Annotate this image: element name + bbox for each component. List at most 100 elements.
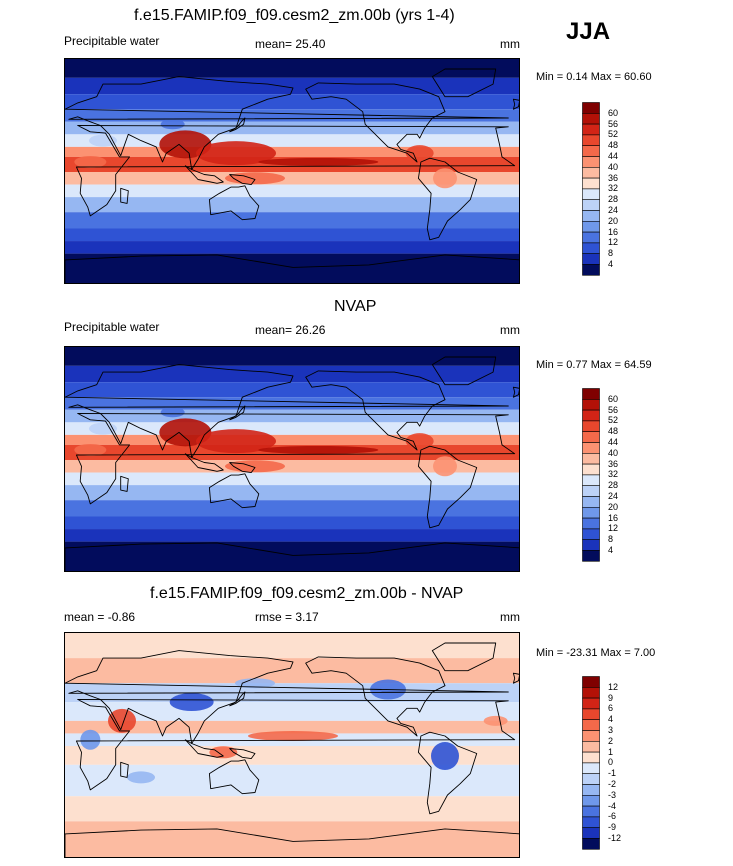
field-patch (433, 168, 457, 189)
colorbar-box (582, 102, 600, 114)
field-band (65, 59, 519, 78)
panel2-left-label: Precipitable water (64, 320, 160, 334)
colorbar-box (582, 242, 600, 254)
colorbar-tick-label: 48 (608, 426, 619, 437)
panel1-colorbar (582, 102, 600, 276)
field-patch (483, 715, 508, 726)
field-patch (80, 729, 101, 750)
panel3-rmse: rmse = 3.17 (255, 610, 319, 624)
colorbar-box (582, 442, 600, 454)
panel1-units: mm (500, 37, 520, 51)
colorbar-box (582, 145, 600, 157)
panel3-mean: mean = -0.86 (64, 610, 136, 624)
coastline (120, 761, 129, 778)
coastline (229, 462, 256, 474)
colorbar-box (582, 253, 600, 265)
colorbar-box (582, 474, 600, 487)
field-patch (196, 429, 276, 454)
field-patch (196, 141, 276, 166)
coastline (417, 731, 478, 815)
panel2-map (64, 346, 520, 572)
colorbar-tick-label: 28 (608, 480, 619, 491)
colorbar-box (582, 719, 600, 731)
colorbar-tick-label: 1 (608, 746, 614, 757)
coastline (229, 174, 256, 186)
coastline (65, 828, 519, 857)
colorbar-tick-label: 20 (608, 215, 619, 226)
field-patch (258, 445, 379, 454)
field-band (65, 541, 519, 571)
colorbar-box (582, 453, 600, 465)
colorbar-tick-label: 60 (608, 107, 619, 118)
coastline (75, 125, 516, 217)
colorbar-tick-label: -3 (608, 789, 617, 800)
field-patch (235, 678, 275, 689)
panel2-title: NVAP (334, 298, 377, 315)
coastline (512, 386, 519, 398)
colorbar-box (582, 123, 600, 136)
panel1-mean: mean= 25.40 (255, 37, 326, 51)
coastline (184, 739, 224, 758)
coastline (229, 748, 256, 760)
colorbar-tick-label: 2 (608, 735, 614, 746)
colorbar-box (582, 762, 600, 775)
coastline (431, 356, 497, 386)
colorbar-tick-label: -9 (608, 822, 617, 833)
field-band (65, 253, 519, 283)
panel1-map (64, 58, 520, 284)
colorbar-box (582, 463, 600, 476)
coastline (229, 405, 246, 421)
panel3-title: f.e15.FAMIP.f09_f09.cesm2_zm.00b - NVAP (150, 585, 464, 602)
colorbar-box (582, 113, 600, 125)
colorbar-tick-label: -12 (608, 833, 622, 843)
panel3-units: mm (500, 610, 520, 624)
colorbar-tick-label: 8 (608, 248, 614, 259)
field-band (65, 397, 519, 410)
field-band (65, 146, 519, 157)
field-patch (89, 422, 117, 435)
colorbar-box (582, 496, 600, 508)
field-band (65, 658, 519, 684)
colorbar-tick-label: 36 (608, 458, 619, 469)
field-band (65, 134, 519, 147)
field-band (65, 485, 519, 501)
colorbar-box (582, 708, 600, 721)
coastline (75, 413, 516, 505)
field-band (65, 422, 519, 435)
colorbar-box (582, 431, 600, 443)
colorbar-tick-label: 52 (608, 129, 619, 140)
colorbar-box (582, 528, 600, 540)
colorbar-box (582, 816, 600, 828)
field-band (65, 212, 519, 229)
field-band (65, 633, 519, 659)
colorbar-tick-label: 8 (608, 534, 614, 545)
colorbar-tick-label: 48 (608, 140, 619, 151)
field-band (65, 228, 519, 242)
colorbar-tick-label: 40 (608, 447, 619, 458)
coastline (65, 254, 519, 283)
colorbar-box (582, 838, 600, 850)
coastline (305, 656, 446, 737)
colorbar-tick-label: 28 (608, 194, 619, 205)
field-band (65, 241, 519, 254)
colorbar-box (582, 177, 600, 190)
coastline (305, 82, 446, 163)
colorbar-tick-label: 44 (608, 437, 619, 447)
colorbar-tick-label: -4 (608, 800, 617, 811)
field-patch (74, 155, 107, 168)
colorbar-tick-label: 12 (608, 523, 619, 534)
colorbar-box (582, 539, 600, 551)
colorbar-tick-label: -2 (608, 779, 617, 789)
field-band (65, 121, 519, 135)
panel1-minmax: Min = 0.14 Max = 60.60 (536, 71, 652, 83)
field-patch (89, 134, 117, 147)
field-band (65, 472, 519, 486)
colorbar-box (582, 420, 600, 433)
colorbar-tick-label: 4 (608, 714, 614, 725)
colorbar-tick-label: 9 (608, 692, 614, 703)
panel2-colorbar (582, 388, 600, 562)
panel2-units: mm (500, 323, 520, 337)
colorbar-box (582, 485, 600, 497)
field-band (65, 94, 519, 110)
colorbar-box (582, 773, 600, 785)
